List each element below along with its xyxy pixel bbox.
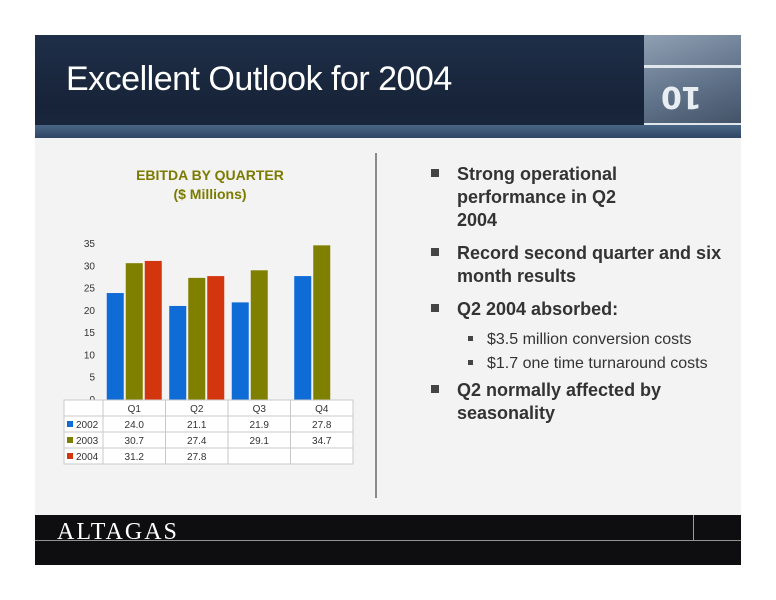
bar-2003-q3 [250,270,268,400]
sub-bullet-square-icon [468,336,473,341]
y-tick-label: 30 [84,261,96,272]
bar-2003-q2 [188,277,206,400]
legend-label-2004: 2004 [76,452,99,463]
road-marking [644,123,741,125]
data-label: 21.9 [250,420,270,431]
bullet-square-icon [431,385,439,393]
bullet-square-icon [431,248,439,256]
bullet-list: Strong operational performance in Q2 200… [431,163,731,435]
y-tick-label: 15 [84,328,96,339]
column-divider [375,153,377,498]
bar-2004-q1 [144,260,162,400]
bullet-text: Q2 2004 absorbed: [457,299,619,319]
chart-title-block: EBITDA BY QUARTER ($ Millions) [105,166,315,204]
slide: 10 Excellent Outlook for 2004 EBITDA BY … [35,35,741,565]
sub-bullet-square-icon [468,360,473,365]
sub-bullet-text: $1.7 one time turnaround costs [487,355,708,372]
y-tick-label: 20 [84,306,96,317]
legend-swatch-2002 [67,421,73,427]
footer-divider [693,515,694,540]
sub-bullet-text: $3.5 million conversion costs [487,331,692,348]
y-tick-label: 35 [84,239,96,250]
legend-label-2002: 2002 [76,420,99,431]
data-label: 29.1 [250,436,270,447]
y-tick-label: 10 [84,350,96,361]
bar-2003-q4 [313,245,331,400]
bullet-text: Record second quarter and six month resu… [457,243,722,286]
bullet-item: Strong operational performance in Q2 200… [431,163,657,232]
bullet-square-icon [431,169,439,177]
bullet-square-icon [431,304,439,312]
data-label: 30.7 [125,436,145,447]
y-tick-label: 25 [84,284,96,295]
footer-rule [35,540,741,541]
legend-swatch-2003 [67,437,73,443]
road-marking [644,65,741,68]
header-banner: 10 Excellent Outlook for 2004 [35,35,741,138]
category-label-q1: Q1 [128,404,142,415]
sub-bullet-item: $1.7 one time turnaround costs [431,353,731,374]
bar-2002-q3 [231,302,249,400]
bullet-item: Q2 normally affected by seasonality [431,379,731,425]
slide-title: Excellent Outlook for 2004 [66,60,452,98]
bar-2002-q4 [294,276,312,400]
bullet-text: Q2 normally affected by seasonality [457,380,662,423]
data-label: 24.0 [125,420,145,431]
chart-title: EBITDA BY QUARTER [136,167,284,183]
data-label: 34.7 [312,436,332,447]
sub-bullet-item: $3.5 million conversion costs [431,329,731,350]
bullet-item: Q2 2004 absorbed: [431,298,731,321]
category-label-q2: Q2 [190,404,204,415]
highway-photo: 10 [644,35,741,138]
header-stripe [35,125,741,138]
ebitda-chart: 05101520253035Q1Q2Q3Q4200224.021.121.927… [63,239,354,465]
legend-swatch-2004 [67,453,73,459]
data-label: 31.2 [125,452,145,463]
data-label: 27.8 [312,420,332,431]
bar-2002-q2 [169,305,187,400]
bullet-item: Record second quarter and six month resu… [431,242,731,288]
bar-2003-q1 [125,263,143,400]
chart-subtitle: ($ Millions) [173,186,247,202]
legend-label-2003: 2003 [76,436,99,447]
y-tick-label: 5 [89,373,95,384]
category-label-q3: Q3 [253,404,267,415]
data-label: 21.1 [187,420,207,431]
data-label: 27.4 [187,436,207,447]
data-label: 27.8 [187,452,207,463]
altagas-logo: ALTAGAS [57,519,179,545]
bar-2004-q2 [207,276,225,400]
category-label-q4: Q4 [315,404,329,415]
bullet-text: Strong operational performance in Q2 200… [457,164,618,230]
bar-2002-q1 [106,293,124,400]
